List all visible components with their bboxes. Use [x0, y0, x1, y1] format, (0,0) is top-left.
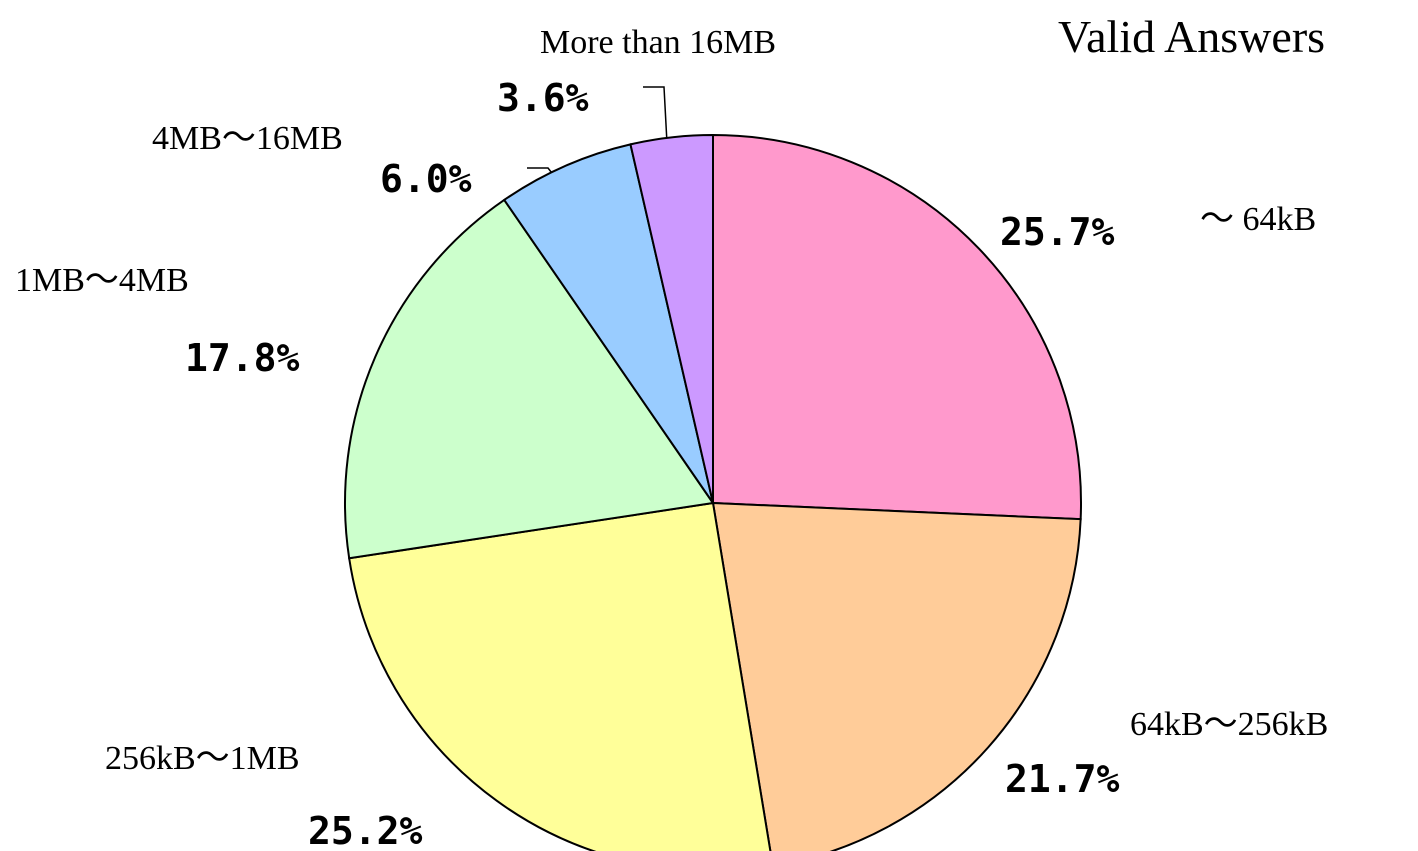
value-label: 25.2%: [308, 809, 423, 851]
pie-slice: [712, 133, 1082, 521]
category-label: ～ 64kB: [1200, 201, 1316, 238]
chart-title: Valid Answers: [1058, 11, 1325, 62]
pie-slice: [629, 133, 714, 504]
category-label: 4MB～16MB: [152, 120, 343, 157]
value-label: 3.6%: [497, 76, 589, 120]
value-label: 6.0%: [380, 157, 472, 201]
pie-slice: [344, 198, 715, 560]
category-label: More than 16MB: [540, 24, 776, 61]
value-label: 17.8%: [185, 336, 300, 380]
pie-slice: [348, 501, 772, 851]
category-label: 64kB～256kB: [1130, 706, 1328, 743]
category-label: 256kB～1MB: [105, 740, 300, 777]
category-label: 1MB～4MB: [15, 262, 189, 299]
value-label: 25.7%: [1000, 210, 1115, 254]
pie-slice: [502, 143, 714, 504]
value-label: 21.7%: [1005, 757, 1120, 801]
